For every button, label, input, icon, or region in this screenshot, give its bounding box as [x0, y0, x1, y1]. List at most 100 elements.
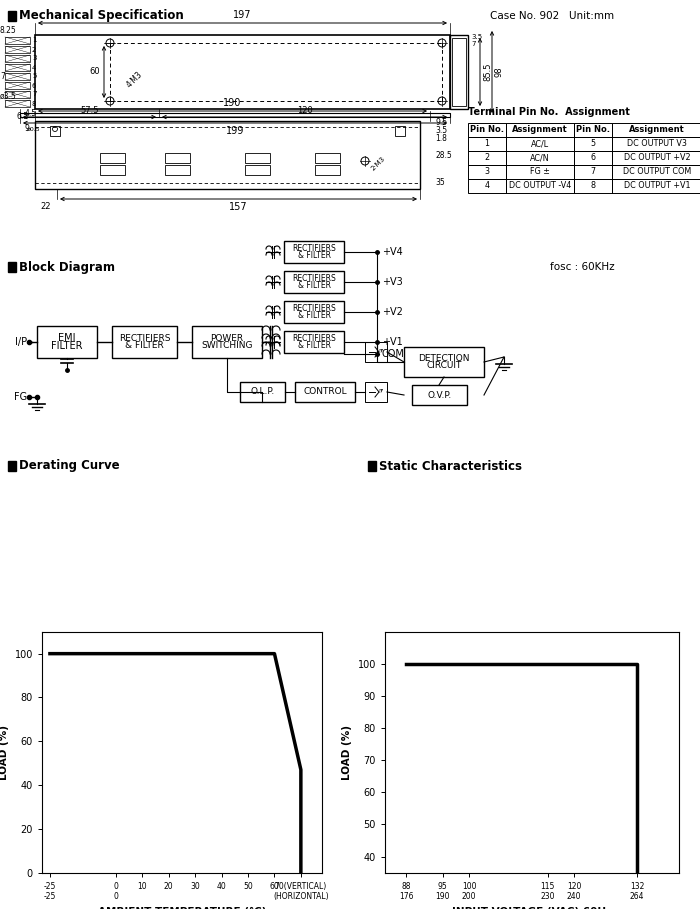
Text: & FILTER: & FILTER — [125, 342, 164, 350]
Bar — [284, 271, 344, 293]
Bar — [468, 179, 506, 193]
Bar — [468, 165, 506, 179]
Text: 2·M3: 2·M3 — [370, 155, 386, 172]
Text: & FILTER: & FILTER — [298, 281, 330, 290]
Bar — [284, 241, 344, 263]
Text: & FILTER: & FILTER — [298, 311, 330, 320]
Bar — [395, 126, 405, 136]
Text: 8: 8 — [591, 182, 596, 191]
Bar — [506, 123, 574, 137]
Text: +V1: +V1 — [382, 337, 402, 347]
Bar — [468, 137, 506, 151]
Bar — [165, 165, 190, 175]
Text: DC OUTPUT COM: DC OUTPUT COM — [623, 167, 691, 176]
Text: 28.5: 28.5 — [435, 151, 452, 159]
Bar — [100, 165, 125, 175]
Text: DC OUTPUT V3: DC OUTPUT V3 — [627, 139, 687, 148]
Text: Assignment: Assignment — [512, 125, 568, 135]
Bar — [5, 91, 30, 98]
X-axis label: INPUT VOLTAGE (VAC) 60Hz: INPUT VOLTAGE (VAC) 60Hz — [452, 906, 612, 909]
Bar — [574, 165, 612, 179]
Bar — [365, 342, 387, 362]
Bar — [506, 179, 574, 193]
Text: 98: 98 — [495, 66, 504, 77]
X-axis label: AMBIENT TEMPERATURE (°C): AMBIENT TEMPERATURE (°C) — [98, 906, 266, 909]
Text: 5: 5 — [590, 139, 596, 148]
Text: fosc : 60KHz: fosc : 60KHz — [550, 262, 615, 272]
Bar — [295, 382, 355, 402]
Bar — [612, 137, 700, 151]
Text: 8: 8 — [32, 101, 36, 106]
Text: 2: 2 — [32, 46, 36, 53]
Bar — [284, 331, 344, 353]
Text: RECTIFIERS: RECTIFIERS — [119, 334, 170, 343]
Text: 9.5: 9.5 — [435, 118, 447, 127]
Text: Block Diagram: Block Diagram — [19, 261, 115, 274]
Text: 3: 3 — [484, 167, 489, 176]
Text: POWER: POWER — [211, 334, 244, 343]
Text: 9: 9 — [24, 124, 29, 133]
Bar — [574, 123, 612, 137]
Bar — [8, 11, 16, 21]
Text: EMI: EMI — [58, 333, 76, 343]
Bar — [5, 82, 30, 89]
Bar — [240, 382, 285, 402]
Bar — [404, 347, 484, 377]
Bar — [192, 326, 262, 358]
Text: 7: 7 — [590, 167, 596, 176]
Bar — [37, 326, 97, 358]
Bar — [50, 126, 60, 136]
Text: COM: COM — [382, 349, 405, 359]
Bar — [5, 55, 30, 62]
Text: 4·M3: 4·M3 — [125, 69, 145, 89]
Text: FG ±: FG ± — [530, 167, 550, 176]
Bar — [5, 73, 30, 80]
Bar — [506, 137, 574, 151]
Text: FILTER: FILTER — [51, 341, 83, 351]
Text: Case No. 902   Unit:mm: Case No. 902 Unit:mm — [490, 11, 614, 21]
Text: AC/L: AC/L — [531, 139, 549, 148]
Y-axis label: LOAD (%): LOAD (%) — [0, 724, 9, 780]
Text: Static Characteristics: Static Characteristics — [379, 460, 522, 473]
Text: & FILTER: & FILTER — [298, 251, 330, 260]
Text: +V3: +V3 — [382, 277, 402, 287]
Text: DC OUTPUT +V1: DC OUTPUT +V1 — [624, 182, 690, 191]
Bar — [5, 37, 30, 44]
Text: 7: 7 — [0, 72, 5, 81]
Bar — [412, 385, 467, 405]
Text: 85.5: 85.5 — [483, 63, 492, 81]
Text: 4.5: 4.5 — [25, 109, 37, 118]
Text: 35: 35 — [435, 178, 444, 187]
Text: 7: 7 — [471, 41, 475, 47]
Text: RECTIFIERS: RECTIFIERS — [292, 305, 336, 314]
Text: O.V.P.: O.V.P. — [428, 391, 452, 399]
Bar — [612, 179, 700, 193]
Bar — [245, 153, 270, 163]
Text: Derating Curve: Derating Curve — [19, 460, 120, 473]
Text: 197: 197 — [233, 10, 252, 20]
Bar — [20, 113, 450, 117]
Text: Pin No.: Pin No. — [470, 125, 504, 135]
Text: AC/N: AC/N — [530, 154, 550, 163]
Text: 4: 4 — [484, 182, 489, 191]
Text: 6.5: 6.5 — [17, 112, 29, 121]
Bar — [315, 165, 340, 175]
Bar — [5, 100, 30, 107]
Text: 1: 1 — [484, 139, 489, 148]
Text: CONTROL: CONTROL — [303, 387, 346, 396]
Text: 6: 6 — [591, 154, 596, 163]
Text: 3: 3 — [32, 55, 36, 62]
Bar — [8, 262, 16, 272]
Bar — [365, 382, 387, 402]
Text: DC OUTPUT -V4: DC OUTPUT -V4 — [509, 182, 571, 191]
Bar — [5, 64, 30, 71]
Bar — [245, 165, 270, 175]
Text: 8.25: 8.25 — [0, 26, 17, 35]
Text: SWITCHING: SWITCHING — [202, 342, 253, 350]
Bar — [35, 35, 450, 109]
Bar — [574, 137, 612, 151]
Bar — [506, 151, 574, 165]
Text: O.L.P.: O.L.P. — [251, 387, 274, 396]
Bar — [284, 301, 344, 323]
Text: FG: FG — [14, 392, 27, 402]
